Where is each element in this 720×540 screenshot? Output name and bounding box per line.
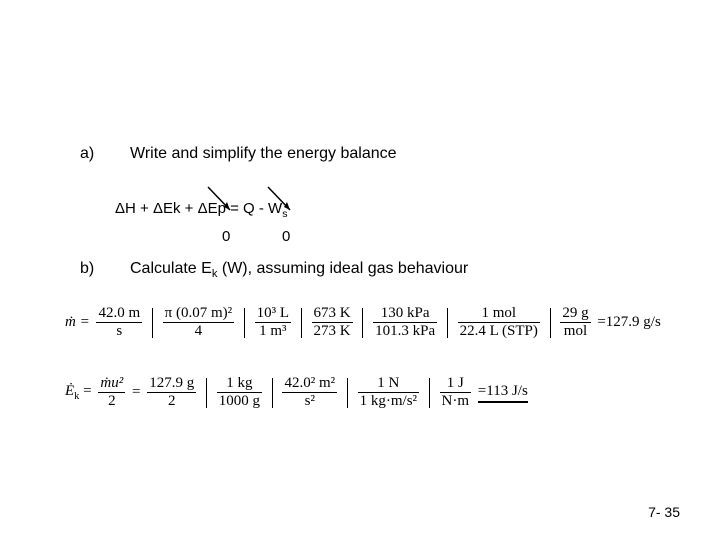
mdot-f4: 673 K273 K bbox=[312, 305, 353, 340]
sep bbox=[347, 378, 348, 408]
zero-ep: 0 bbox=[222, 228, 230, 245]
sep bbox=[447, 308, 448, 338]
sep bbox=[301, 308, 302, 338]
mdot-f5: 130 kPa101.3 kPa bbox=[373, 305, 437, 340]
energy-balance-equation: ΔH + ΔEk + ΔEp = Q - Ws bbox=[115, 200, 287, 220]
part-b-text-lead: Calculate E bbox=[130, 260, 212, 277]
ekdot-f3: 42.0² m²s² bbox=[282, 375, 337, 410]
sep bbox=[206, 378, 207, 408]
ekdot-result: =113 J/s bbox=[478, 383, 528, 403]
page-number: 7- 35 bbox=[648, 504, 680, 520]
ekdot-f4: 1 N1 kg·m/s² bbox=[358, 375, 419, 410]
part-b-text: Calculate Ek (W), assuming ideal gas beh… bbox=[130, 260, 468, 280]
part-a-text: Write and simplify the energy balance bbox=[130, 145, 397, 163]
sep bbox=[550, 308, 551, 338]
ekdot-f1: 127.9 g2 bbox=[147, 375, 196, 410]
mdot-f2: π (0.07 m)²4 bbox=[163, 305, 234, 340]
ekdot-f5: 1 JN·m bbox=[440, 375, 472, 410]
sep bbox=[244, 308, 245, 338]
part-a-label: a) bbox=[80, 145, 94, 163]
sep bbox=[152, 308, 153, 338]
ekdot-lhs: Ėk = bbox=[65, 383, 92, 402]
part-b-text-rest: (W), assuming ideal gas behaviour bbox=[217, 260, 468, 277]
mdot-f3: 10³ L1 m³ bbox=[255, 305, 291, 340]
ekdot-f0: ṁu²2 bbox=[98, 375, 125, 410]
ekdot-eq: = bbox=[132, 384, 140, 401]
part-b-label: b) bbox=[80, 260, 94, 278]
sep bbox=[272, 378, 273, 408]
ekdot-f2: 1 kg1000 g bbox=[217, 375, 262, 410]
ekdot-equation: Ėk = ṁu²2 = 127.9 g2 1 kg1000 g 42.0² m²… bbox=[65, 375, 528, 410]
sep bbox=[429, 378, 430, 408]
sep bbox=[362, 308, 363, 338]
mdot-result: =127.9 g/s bbox=[597, 314, 660, 331]
mdot-f6: 1 mol22.4 L (STP) bbox=[458, 305, 540, 340]
mdot-equation: ṁ = 42.0 ms π (0.07 m)²4 10³ L1 m³ 673 K… bbox=[65, 305, 661, 340]
mdot-f7: 29 gmol bbox=[560, 305, 590, 340]
mdot-lhs: ṁ = bbox=[65, 314, 90, 331]
mdot-f1: 42.0 ms bbox=[96, 305, 142, 340]
zero-ws: 0 bbox=[282, 228, 290, 245]
eqn-text: ΔH + ΔEk + ΔEp = Q - W bbox=[115, 200, 282, 217]
eqn-sub: s bbox=[282, 208, 287, 220]
